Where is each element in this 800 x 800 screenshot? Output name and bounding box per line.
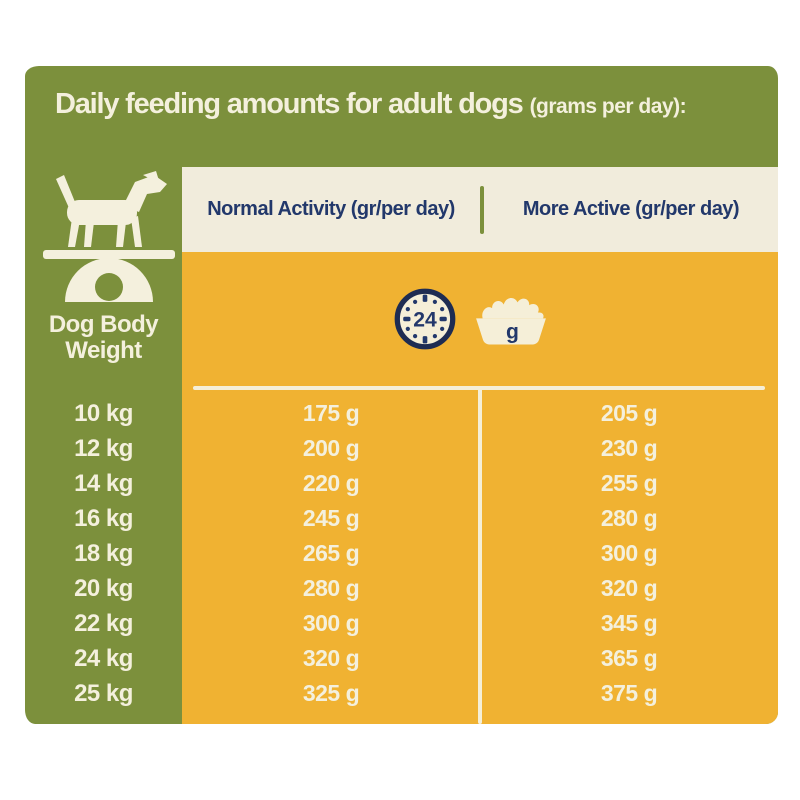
normal-cell: 320 g — [302, 645, 360, 671]
weight-cell: 24 kg — [74, 644, 133, 672]
weight-cell: 12 kg — [74, 434, 133, 462]
dog-icon — [56, 171, 167, 247]
weight-cell: 20 kg — [74, 574, 133, 602]
active-cell: 230 g — [600, 435, 658, 461]
normal-cell: 245 g — [302, 505, 360, 531]
bowl-unit: g — [506, 321, 519, 344]
bowl-body — [476, 318, 546, 345]
normal-cell: 220 g — [302, 470, 360, 496]
dog-body-weight-line1: Dog Body — [48, 311, 159, 338]
column-header-band: Normal Activity (gr/per day) More Active… — [182, 167, 778, 252]
column-divider-vertical — [478, 388, 482, 724]
title-unit-suffix: (grams per day): — [529, 95, 687, 118]
active-cell: 205 g — [600, 400, 658, 426]
normal-cell: 265 g — [302, 540, 360, 566]
weight-cell: 16 kg — [74, 504, 133, 532]
header-divider — [480, 185, 484, 234]
active-cell: 255 g — [600, 470, 658, 496]
normal-cell: 300 g — [302, 610, 360, 636]
clock-value: 24 — [413, 308, 437, 331]
weight-cell: 18 kg — [74, 539, 133, 567]
table-row: 20 kg 280 g 320 g — [25, 571, 778, 606]
weight-cell: 14 kg — [74, 469, 133, 497]
active-cell: 345 g — [600, 610, 658, 636]
feeding-chart-panel: Daily feeding amounts for adult dogs (gr… — [25, 66, 778, 724]
normal-cell: 200 g — [302, 435, 360, 461]
page-title: Daily feeding amounts for adult dogs (gr… — [55, 88, 687, 121]
active-cell: 375 g — [600, 680, 658, 706]
table-row: 24 kg 320 g 365 g — [25, 641, 778, 676]
title-text: Daily feeding amounts for adult dogs — [55, 88, 524, 120]
kibble-mound — [482, 297, 544, 319]
scale-dial-hole — [95, 273, 123, 301]
normal-cell: 175 g — [302, 400, 360, 426]
table-row: 16 kg 245 g 280 g — [25, 501, 778, 536]
active-cell: 280 g — [600, 505, 658, 531]
weight-cell: 10 kg — [74, 399, 133, 427]
active-cell: 365 g — [600, 645, 658, 671]
table-row: 25 kg 325 g 375 g — [25, 676, 778, 711]
table-row: 22 kg 300 g 345 g — [25, 606, 778, 641]
table-row: 12 kg 200 g 230 g — [25, 431, 778, 466]
active-cell: 320 g — [600, 575, 658, 601]
table-row: 14 kg 220 g 255 g — [25, 466, 778, 501]
table-row: 10 kg 175 g 205 g — [25, 396, 778, 431]
weight-cell: 22 kg — [74, 609, 133, 637]
bowl-icon: g — [476, 297, 546, 345]
dog-on-scale-icon — [43, 171, 175, 302]
table-row: 18 kg 265 g 300 g — [25, 536, 778, 571]
clock-icon: 24 — [394, 288, 456, 350]
feeding-table: 10 kg 175 g 205 g 12 kg 200 g 230 g 14 k… — [25, 396, 778, 711]
header-normal-activity: Normal Activity (gr/per day) — [207, 198, 455, 220]
active-cell: 300 g — [600, 540, 658, 566]
dog-body-weight-label: Dog Body Weight — [25, 312, 182, 364]
normal-cell: 280 g — [302, 575, 360, 601]
dog-body-weight-line2: Weight — [65, 337, 142, 364]
header-more-active: More Active (gr/per day) — [522, 198, 740, 220]
weight-cell: 25 kg — [74, 679, 133, 707]
normal-cell: 325 g — [302, 680, 360, 706]
